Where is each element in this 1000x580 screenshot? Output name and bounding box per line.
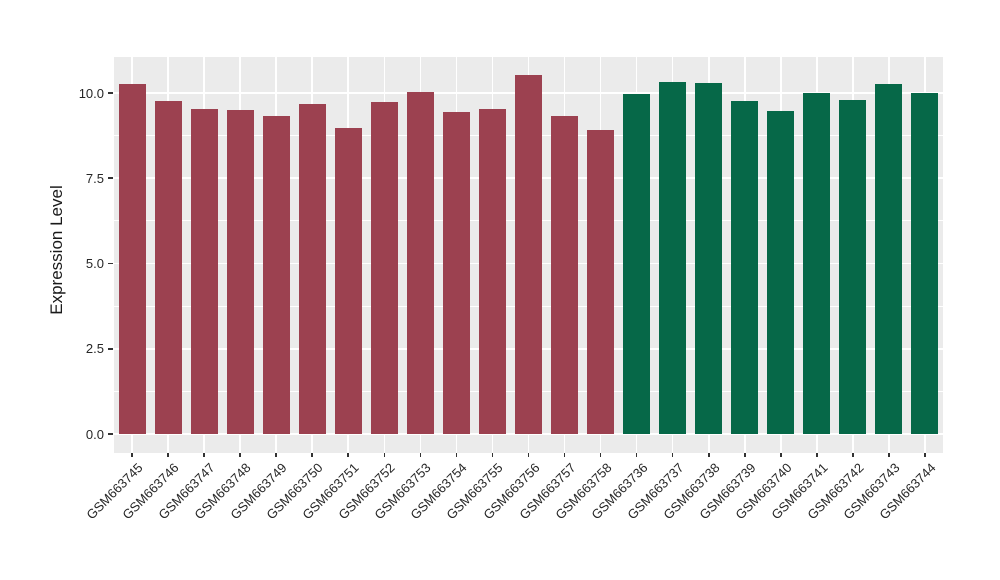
bar-GSM663757 (551, 115, 579, 434)
x-tick-mark (131, 453, 133, 457)
bar-GSM663736 (623, 93, 651, 434)
bar-GSM663748 (226, 110, 254, 434)
bar-GSM663751 (334, 127, 362, 434)
bar-GSM663737 (659, 82, 687, 434)
x-tick-mark (419, 453, 422, 457)
x-tick-mark (383, 453, 386, 457)
x-tick-mark (563, 453, 566, 457)
x-tick-mark (455, 453, 458, 457)
x-tick-mark (527, 453, 530, 457)
y-tick-label: 2.5 (85, 341, 104, 357)
x-tick-mark (743, 453, 746, 457)
bar-GSM663741 (803, 93, 831, 434)
x-tick-mark (816, 453, 818, 457)
y-tick-mark (108, 262, 113, 265)
bar-GSM663739 (731, 100, 759, 434)
bar-GSM663749 (262, 115, 290, 434)
x-tick-mark (239, 453, 241, 457)
bar-GSM663753 (406, 91, 434, 434)
bar-GSM663750 (298, 103, 326, 434)
bar-GSM663740 (767, 111, 795, 434)
bar-GSM663743 (875, 83, 903, 434)
y-axis-title: Expression Level (47, 185, 66, 315)
x-tick-mark (599, 453, 602, 457)
x-tick-mark (311, 453, 314, 457)
x-tick-mark (671, 453, 674, 457)
x-tick-mark (780, 453, 782, 457)
bar-GSM663746 (154, 100, 182, 434)
x-tick-mark (347, 453, 350, 457)
y-tick-mark (108, 92, 113, 94)
plot-panel (114, 57, 943, 453)
x-tick-mark (167, 453, 169, 457)
bar-GSM663756 (515, 75, 542, 434)
bar-GSM663754 (442, 112, 470, 434)
x-tick-mark (491, 453, 494, 457)
y-tick-mark (108, 433, 113, 435)
x-tick-mark (203, 453, 205, 457)
y-tick-label: 7.5 (85, 170, 104, 186)
y-tick-mark (108, 177, 113, 180)
bar-GSM663755 (478, 109, 506, 434)
x-tick-mark (635, 453, 638, 457)
y-tick-label: 5.0 (85, 256, 104, 271)
bar-GSM663744 (911, 92, 939, 434)
bar-GSM663742 (839, 100, 867, 434)
y-tick-label: 0.0 (85, 426, 104, 442)
x-tick-mark (852, 453, 854, 457)
x-tick-mark (707, 453, 710, 457)
x-tick-mark (275, 453, 277, 457)
y-tick-label: 10.0 (78, 85, 104, 101)
bar-GSM663752 (370, 101, 398, 434)
y-tick-mark (108, 347, 113, 350)
x-tick-mark (888, 453, 890, 457)
bar-GSM663747 (190, 109, 218, 434)
bar-GSM663745 (118, 83, 146, 434)
bar-GSM663758 (587, 129, 615, 434)
x-tick-mark (924, 453, 926, 457)
bar-GSM663738 (695, 83, 723, 434)
